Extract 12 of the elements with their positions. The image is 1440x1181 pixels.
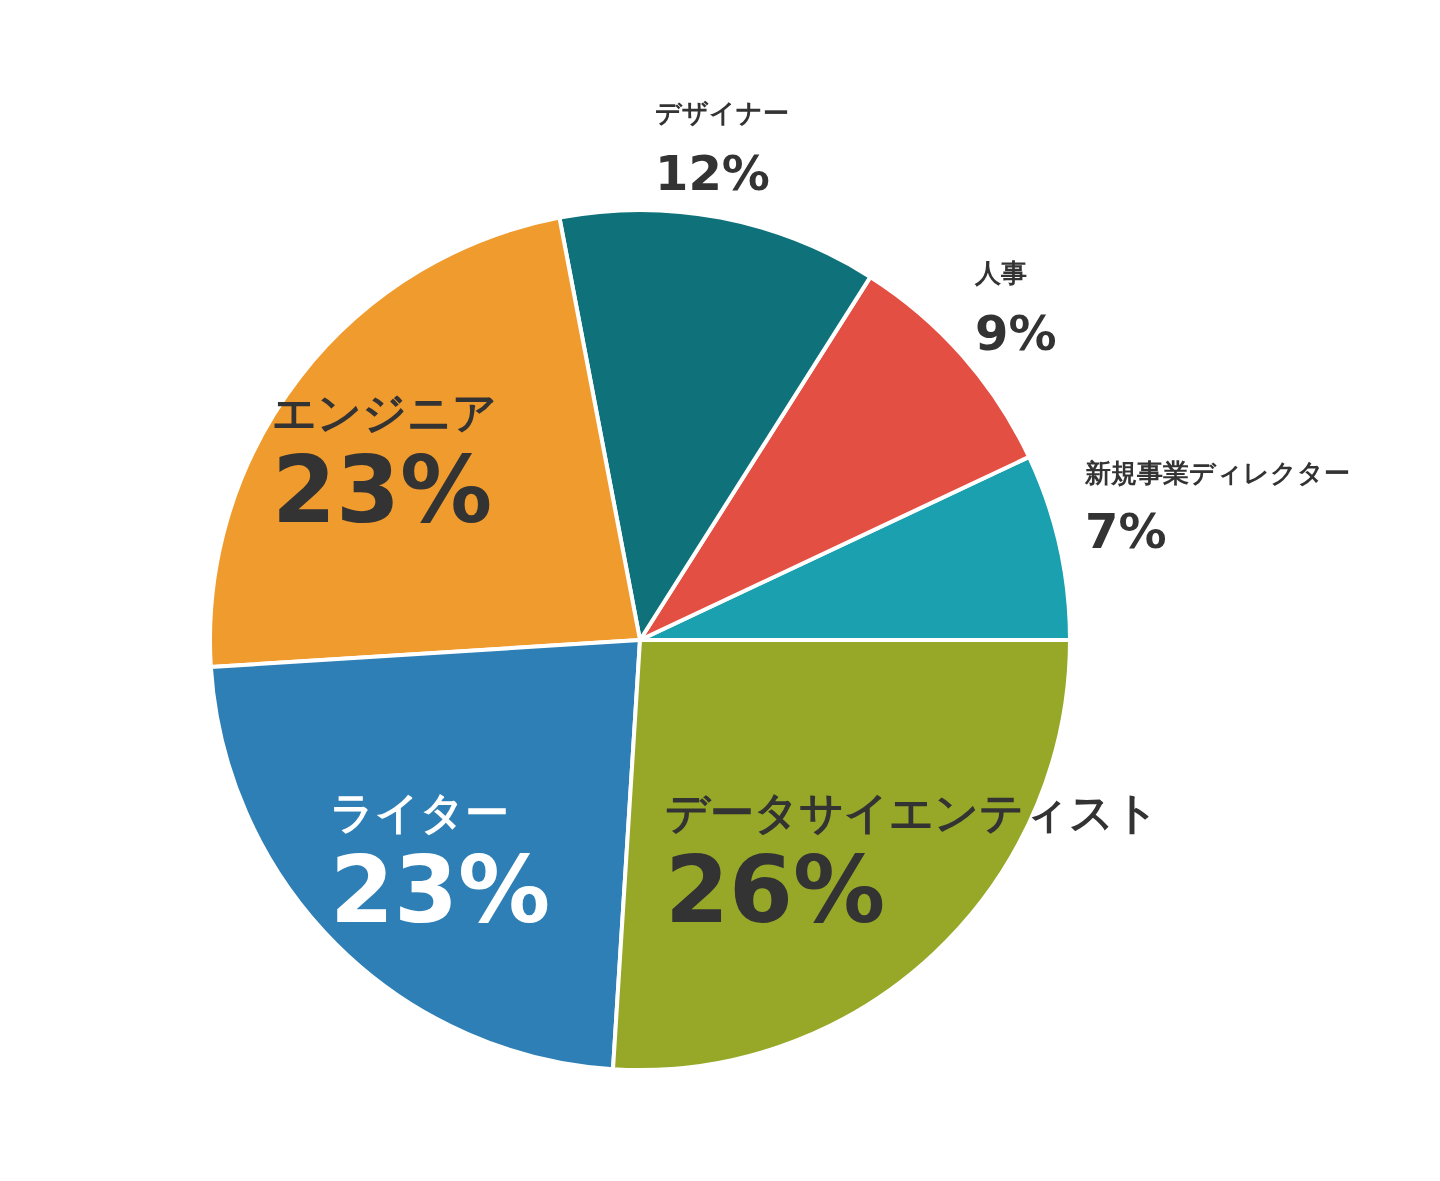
slice-label: 新規事業ディレクター — [1084, 458, 1350, 488]
slice-label: データサイエンティスト — [665, 787, 1159, 838]
slice-label: デザイナー — [655, 98, 789, 128]
data-label: 9% — [975, 305, 1057, 361]
data-label: 7% — [1085, 503, 1167, 559]
data-label: 23% — [272, 437, 493, 544]
slice-label: ライター — [330, 787, 509, 838]
slice-label: 人事 — [974, 258, 1027, 288]
data-label: 23% — [330, 837, 551, 944]
data-label: 12% — [655, 145, 770, 201]
data-label: 26% — [665, 837, 886, 944]
slice-label: エンジニア — [272, 387, 497, 438]
